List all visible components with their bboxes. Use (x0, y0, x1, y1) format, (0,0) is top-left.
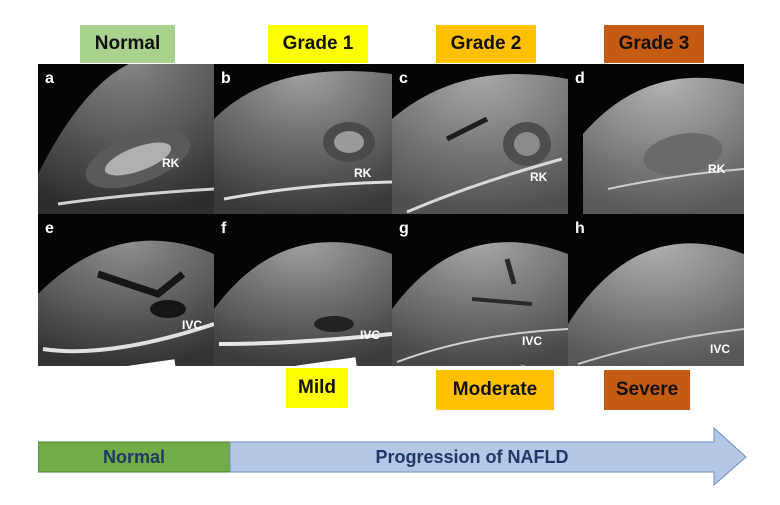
white-arrow-icon (519, 365, 525, 366)
severity-label-moderate: Moderate (436, 370, 554, 410)
organ-label-rk-a: RK (162, 156, 180, 170)
ultrasound-image-a (38, 64, 214, 214)
ultrasound-panel-h: h IVC (568, 214, 744, 366)
grade-label-grade3: Grade 3 (604, 25, 704, 63)
ultrasound-panel-c: c RK (392, 64, 568, 214)
ultrasound-image-f (214, 242, 392, 366)
severity-label-severe: Severe (604, 370, 690, 410)
panel-label-c: c (399, 70, 408, 87)
progression-nafld-label: Progression of NAFLD (375, 446, 569, 467)
grade-label-normal: Normal (80, 25, 175, 63)
white-arrow-icon (296, 357, 357, 366)
organ-label-ivc-f: IVC (360, 328, 381, 342)
ultrasound-image-b (214, 71, 392, 214)
panel-label-d: d (575, 70, 585, 87)
panel-label-e: e (45, 220, 54, 237)
ultrasound-panel-d: d RK (568, 64, 744, 214)
organ-label-ivc-h: IVC (710, 342, 731, 356)
panel-label-h: h (575, 220, 585, 237)
ultrasound-image-c (392, 74, 568, 214)
white-arrow-icon (572, 346, 744, 366)
ultrasound-image-e (38, 240, 214, 366)
progression-arrow-shape (37, 426, 747, 487)
panel-label-g: g (399, 220, 409, 237)
ultrasound-image-grid: a RK b RK (38, 64, 744, 366)
ultrasound-image-d (583, 77, 744, 214)
ultrasound-image-g (392, 242, 568, 366)
ultrasound-panel-e: e IVC (38, 214, 214, 366)
panel-label-a: a (45, 70, 54, 87)
panel-label-b: b (221, 70, 231, 87)
white-arrow-icon (127, 359, 176, 366)
grade-label-grade1: Grade 1 (268, 25, 368, 63)
ultrasound-panel-f: f IVC (214, 214, 392, 366)
ultrasound-image-h (568, 243, 744, 366)
panel-label-f: f (221, 220, 227, 237)
progression-bar: Normal Progression of NAFLD (37, 426, 748, 487)
organ-label-ivc-g: IVC (522, 334, 543, 348)
ultrasound-panel-g: g IVC (392, 214, 568, 366)
grade-label-grade2: Grade 2 (436, 25, 536, 63)
organ-label-rk-b: RK (354, 166, 372, 180)
organ-label-rk-c: RK (530, 170, 548, 184)
progression-normal-label: Normal (102, 446, 165, 467)
severity-label-mild: Mild (286, 368, 348, 408)
ultrasound-panel-b: b RK (214, 64, 392, 214)
ultrasound-panel-a: a RK (38, 64, 214, 214)
organ-label-ivc-e: IVC (182, 318, 203, 332)
organ-label-rk-d: RK (708, 162, 726, 176)
